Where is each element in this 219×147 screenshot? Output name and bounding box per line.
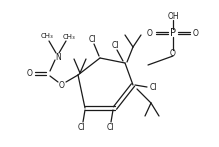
Text: N: N bbox=[55, 52, 61, 61]
Text: CH₃: CH₃ bbox=[41, 33, 53, 39]
Text: Cl: Cl bbox=[88, 35, 96, 44]
Text: Cl: Cl bbox=[149, 82, 157, 91]
Text: CH₃: CH₃ bbox=[63, 34, 75, 40]
Text: O: O bbox=[59, 81, 65, 90]
Text: Cl: Cl bbox=[77, 123, 85, 132]
Text: Cl: Cl bbox=[106, 123, 114, 132]
Text: OH: OH bbox=[167, 11, 179, 20]
Text: O: O bbox=[147, 29, 153, 37]
Text: P: P bbox=[170, 28, 176, 38]
Text: O: O bbox=[193, 29, 199, 37]
Text: O: O bbox=[170, 49, 176, 57]
Text: O: O bbox=[27, 69, 33, 77]
Text: Cl: Cl bbox=[111, 41, 119, 50]
